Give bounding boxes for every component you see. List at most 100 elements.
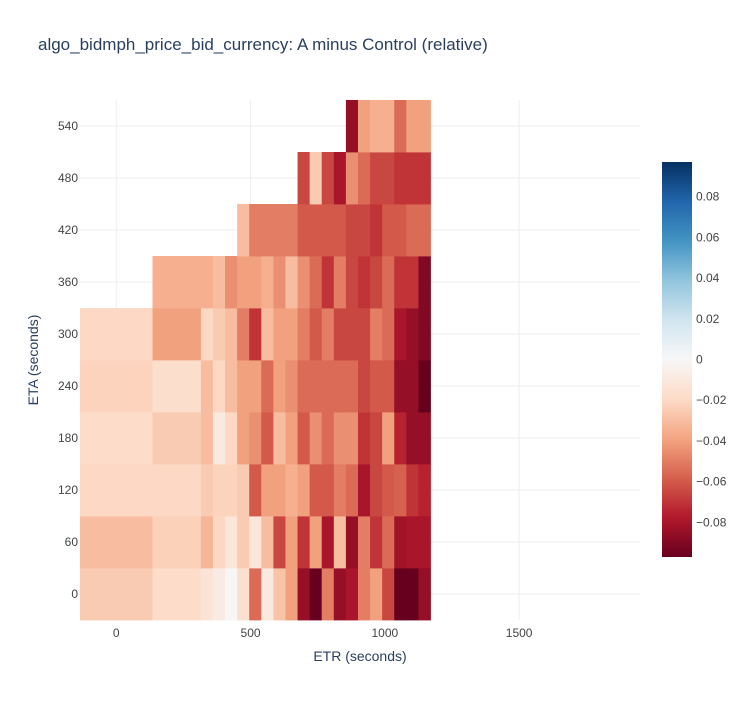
- heatmap-cell[interactable]: [261, 360, 274, 413]
- heatmap-cell[interactable]: [80, 412, 153, 465]
- heatmap-cell[interactable]: [212, 516, 226, 569]
- heatmap-cell[interactable]: [394, 412, 407, 465]
- heatmap-cell[interactable]: [382, 464, 395, 517]
- heatmap-cell[interactable]: [321, 464, 335, 517]
- heatmap-cell[interactable]: [321, 516, 335, 569]
- heatmap-cell[interactable]: [237, 308, 250, 361]
- heatmap-cell[interactable]: [321, 308, 335, 361]
- heatmap-cell[interactable]: [382, 204, 395, 257]
- heatmap-cell[interactable]: [333, 360, 347, 413]
- heatmap-cell[interactable]: [382, 256, 395, 309]
- heatmap-cell[interactable]: [406, 412, 419, 465]
- heatmap-cell[interactable]: [406, 360, 419, 413]
- heatmap-cell[interactable]: [225, 412, 238, 465]
- heatmap-cell[interactable]: [273, 516, 286, 569]
- heatmap-cell[interactable]: [273, 308, 286, 361]
- heatmap-cell[interactable]: [394, 152, 407, 205]
- heatmap-cell[interactable]: [249, 516, 262, 569]
- heatmap-cell[interactable]: [382, 568, 395, 621]
- heatmap-cell[interactable]: [200, 308, 214, 361]
- heatmap-cell[interactable]: [152, 360, 202, 413]
- heatmap-cell[interactable]: [273, 464, 286, 517]
- heatmap-cell[interactable]: [285, 464, 298, 517]
- heatmap-cell[interactable]: [80, 308, 153, 361]
- heatmap-cell[interactable]: [418, 308, 431, 361]
- heatmap-cell[interactable]: [261, 516, 274, 569]
- heatmap-cell[interactable]: [321, 152, 335, 205]
- heatmap-cell[interactable]: [357, 360, 371, 413]
- heatmap-cell[interactable]: [406, 256, 419, 309]
- heatmap-cell[interactable]: [309, 152, 323, 205]
- heatmap-cell[interactable]: [394, 360, 407, 413]
- heatmap-cell[interactable]: [406, 464, 419, 517]
- heatmap-cell[interactable]: [418, 100, 431, 153]
- heatmap-cell[interactable]: [394, 516, 407, 569]
- heatmap-cell[interactable]: [237, 516, 250, 569]
- heatmap-cell[interactable]: [285, 360, 298, 413]
- heatmap-cell[interactable]: [285, 516, 298, 569]
- heatmap-cell[interactable]: [152, 256, 202, 309]
- heatmap-cell[interactable]: [394, 308, 407, 361]
- heatmap-cell[interactable]: [225, 464, 238, 517]
- heatmap-cell[interactable]: [345, 516, 359, 569]
- heatmap-cell[interactable]: [212, 308, 226, 361]
- heatmap-cell[interactable]: [249, 464, 262, 517]
- heatmap-cell[interactable]: [249, 308, 262, 361]
- heatmap-cell[interactable]: [394, 256, 407, 309]
- heatmap-cell[interactable]: [333, 308, 347, 361]
- heatmap-cell[interactable]: [370, 464, 383, 517]
- heatmap-cell[interactable]: [370, 412, 383, 465]
- heatmap-cell[interactable]: [212, 360, 226, 413]
- heatmap-cell[interactable]: [309, 412, 323, 465]
- heatmap-cell[interactable]: [345, 308, 359, 361]
- heatmap-cell[interactable]: [285, 412, 298, 465]
- heatmap-cell[interactable]: [357, 256, 371, 309]
- heatmap-cell[interactable]: [152, 412, 202, 465]
- heatmap-cell[interactable]: [345, 464, 359, 517]
- heatmap-cell[interactable]: [249, 256, 262, 309]
- heatmap-cell[interactable]: [309, 516, 323, 569]
- heatmap-cell[interactable]: [285, 308, 298, 361]
- heatmap-cell[interactable]: [370, 100, 383, 153]
- heatmap-cell[interactable]: [200, 412, 214, 465]
- heatmap-cell[interactable]: [394, 464, 407, 517]
- heatmap-cell[interactable]: [394, 204, 407, 257]
- heatmap-cell[interactable]: [285, 256, 298, 309]
- heatmap-cell[interactable]: [261, 568, 274, 621]
- heatmap-cell[interactable]: [321, 256, 335, 309]
- heatmap-cell[interactable]: [297, 152, 311, 205]
- heatmap-cell[interactable]: [382, 516, 395, 569]
- heatmap-cell[interactable]: [200, 360, 214, 413]
- heatmap-cell[interactable]: [357, 308, 371, 361]
- heatmap-cell[interactable]: [333, 412, 347, 465]
- heatmap-cell[interactable]: [382, 308, 395, 361]
- heatmap-cell[interactable]: [80, 516, 153, 569]
- heatmap-cell[interactable]: [370, 360, 383, 413]
- heatmap-cell[interactable]: [297, 308, 311, 361]
- heatmap-cell[interactable]: [273, 360, 286, 413]
- heatmap-cell[interactable]: [80, 464, 153, 517]
- heatmap-cell[interactable]: [152, 308, 202, 361]
- heatmap-cell[interactable]: [297, 464, 311, 517]
- heatmap-cell[interactable]: [345, 100, 359, 153]
- heatmap-cell[interactable]: [212, 568, 226, 621]
- heatmap-cell[interactable]: [357, 204, 371, 257]
- heatmap-cell[interactable]: [285, 204, 298, 257]
- heatmap-cell[interactable]: [237, 464, 250, 517]
- heatmap-cell[interactable]: [382, 412, 395, 465]
- heatmap-cell[interactable]: [418, 516, 431, 569]
- heatmap-cell[interactable]: [406, 152, 419, 205]
- heatmap-cell[interactable]: [382, 152, 395, 205]
- heatmap-cell[interactable]: [333, 204, 347, 257]
- heatmap-cell[interactable]: [225, 256, 238, 309]
- heatmap-cell[interactable]: [212, 256, 226, 309]
- heatmap-cell[interactable]: [333, 152, 347, 205]
- heatmap-cell[interactable]: [406, 516, 419, 569]
- heatmap-cell[interactable]: [394, 100, 407, 153]
- heatmap-cell[interactable]: [249, 412, 262, 465]
- heatmap-cell[interactable]: [261, 412, 274, 465]
- heatmap-cell[interactable]: [200, 256, 214, 309]
- heatmap-cell[interactable]: [370, 152, 383, 205]
- heatmap-cell[interactable]: [370, 204, 383, 257]
- heatmap-cell[interactable]: [80, 360, 153, 413]
